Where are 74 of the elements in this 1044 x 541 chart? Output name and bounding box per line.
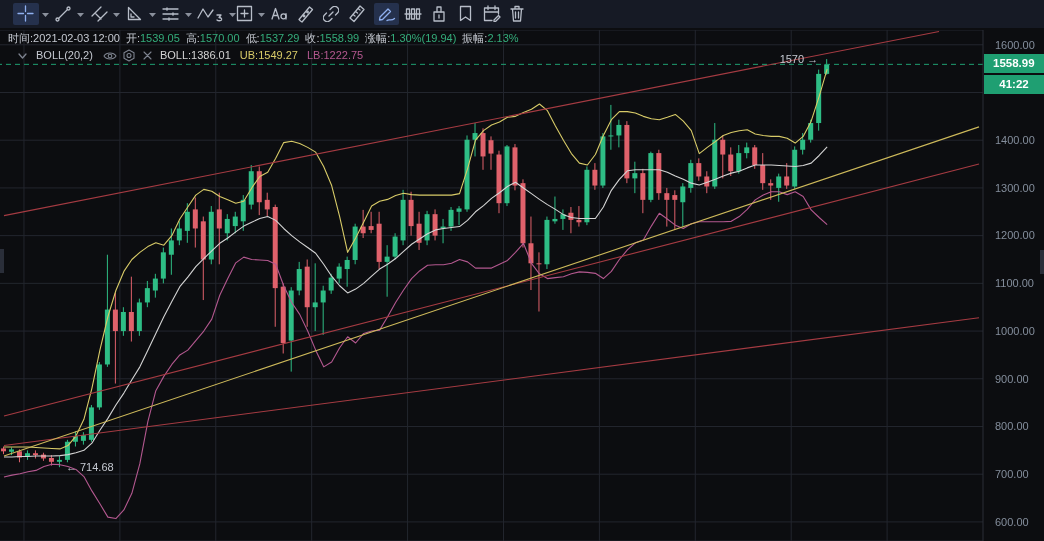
- candlestick: [632, 161, 638, 194]
- candlestick: [416, 211, 422, 251]
- y-tick-label: 900.00: [995, 372, 1029, 385]
- candlestick: [680, 182, 686, 228]
- candlestick: [144, 280, 150, 308]
- candlestick: [800, 132, 806, 156]
- candlestick: [384, 244, 390, 298]
- candlestick: [312, 262, 318, 332]
- candlestick: [776, 173, 782, 203]
- candlestick: [112, 292, 118, 385]
- candlestick: [616, 119, 622, 148]
- y-tick-label: 1000.00: [995, 324, 1035, 337]
- candlestick: [784, 162, 790, 190]
- annotation: 高:1570.00: [185, 32, 240, 45]
- candlestick: [168, 227, 174, 276]
- y-tick-label: 800.00: [995, 420, 1029, 433]
- candlestick: [696, 157, 702, 182]
- y-tick-label: 1600.00: [995, 38, 1035, 51]
- candlestick: [128, 276, 134, 343]
- candlestick: [608, 104, 614, 151]
- candlestick: [536, 251, 542, 312]
- annotation: 涨幅:1.30%(19.94): [365, 32, 457, 45]
- candlestick: [176, 220, 182, 246]
- candlestick: [432, 208, 438, 241]
- candlestick: [808, 119, 814, 144]
- candlestick: [672, 189, 678, 231]
- candlestick: [336, 262, 342, 284]
- candlestick: [264, 192, 270, 218]
- candlestick: [184, 202, 190, 244]
- candlestick: [480, 127, 486, 171]
- y-tick-label: 1100.00: [995, 277, 1034, 290]
- y-tick-label: 1200.00: [995, 229, 1035, 242]
- candlestick: [592, 162, 598, 191]
- candlestick: [728, 146, 734, 177]
- candlestick: [152, 273, 158, 299]
- candlestick: [768, 178, 774, 201]
- annotation: 开:1539.05: [125, 32, 180, 45]
- text: UB:1549.27: [239, 49, 298, 62]
- text: 41:22: [984, 75, 1044, 95]
- annotation: 时间:2021-02-03 12:00: [8, 32, 120, 45]
- y-tick-label: 1400.00: [995, 134, 1035, 147]
- candlestick: [736, 144, 742, 175]
- candlestick: [448, 206, 454, 232]
- candlestick: [488, 135, 494, 171]
- annotation: 收:1558.99: [305, 32, 360, 45]
- text: BOLL:1386.01: [159, 49, 231, 62]
- candlestick: [216, 192, 222, 265]
- annotation: 振幅:2.13%: [462, 32, 519, 45]
- candlestick: [320, 285, 326, 336]
- candlestick: [392, 232, 398, 260]
- candlestick: [344, 256, 350, 288]
- candlestick: [192, 196, 198, 249]
- candlestick: [472, 122, 478, 157]
- text: 1558.99: [984, 54, 1044, 74]
- candlestick: [752, 144, 758, 170]
- annotation: 低:1537.29: [245, 32, 300, 45]
- candlestick: [296, 261, 302, 296]
- annotation: 1570 →: [779, 52, 819, 65]
- candlestick: [224, 213, 230, 241]
- candlestick: [240, 194, 246, 232]
- y-tick-label: 1300.00: [995, 181, 1035, 194]
- y-tick-label: 700.00: [995, 468, 1029, 481]
- candlestick: [328, 273, 334, 295]
- y-tick-label: 600.00: [995, 515, 1029, 528]
- annotation: ← 714.68: [65, 461, 114, 474]
- candlestick: [664, 187, 670, 228]
- candlestick: [720, 134, 726, 179]
- candlestick: [760, 152, 766, 191]
- line-series: [3, 191, 828, 520]
- candlestick: [456, 205, 462, 226]
- text: LB:1222.75: [306, 49, 364, 62]
- candlestick: [120, 306, 126, 337]
- candlestick: [368, 211, 374, 234]
- legend-title: BOLL(20,2): [36, 49, 93, 62]
